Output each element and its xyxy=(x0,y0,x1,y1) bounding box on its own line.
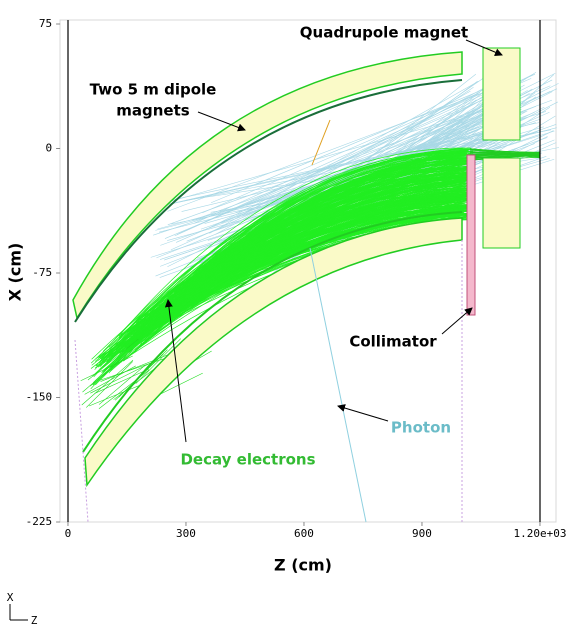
electron-track xyxy=(202,211,464,290)
arrow xyxy=(164,299,187,443)
beam-pipe xyxy=(82,211,463,453)
electron-track xyxy=(102,204,466,373)
electron-track xyxy=(156,168,471,315)
annotation: Two 5 m dipole xyxy=(90,81,217,99)
electron-track xyxy=(98,365,146,405)
electron-track xyxy=(176,206,468,291)
y-tick-label: -150 xyxy=(26,391,53,404)
electron-track xyxy=(216,158,466,261)
photon-track xyxy=(171,132,491,205)
annotation: Photon xyxy=(391,419,451,437)
x-tick-label: 0 xyxy=(65,527,72,540)
electron-track xyxy=(90,343,143,387)
electron-track xyxy=(214,160,472,260)
electron-track xyxy=(91,152,471,360)
photon-track xyxy=(194,87,495,224)
photon-track xyxy=(167,100,511,226)
annotation: magnets xyxy=(116,102,190,120)
x-tick-label: 1.20e+03 xyxy=(513,527,566,540)
electron-track xyxy=(214,180,469,265)
electron-track xyxy=(109,185,472,366)
electron-track xyxy=(469,148,541,158)
photon-track xyxy=(235,108,522,214)
electron-track xyxy=(111,179,467,353)
annotation: Decay electrons xyxy=(180,451,315,469)
photon-track xyxy=(175,108,480,243)
electron-track xyxy=(94,368,149,394)
electron-track xyxy=(164,215,470,320)
y-tick-label: 75 xyxy=(39,17,52,30)
electron-track xyxy=(203,187,468,293)
electron-track xyxy=(149,156,469,312)
x-axis-label: Z (cm) xyxy=(274,556,332,575)
arrow xyxy=(197,111,246,132)
collimator xyxy=(466,154,476,316)
photon-track xyxy=(209,93,477,229)
icon-label: Z xyxy=(31,614,38,627)
axes-icon: X Z xyxy=(7,591,38,627)
electron-track xyxy=(114,153,468,353)
annotation: Collimator xyxy=(349,333,437,351)
electron-track xyxy=(219,148,473,277)
electron-track xyxy=(160,182,469,304)
electron-track xyxy=(162,150,474,324)
electron-track xyxy=(86,361,133,408)
electron-track xyxy=(81,359,134,406)
x-tick-label: 600 xyxy=(294,527,314,540)
electron-track xyxy=(469,154,541,157)
x-tick-label: 900 xyxy=(412,527,432,540)
arrow xyxy=(441,307,473,335)
electron-track xyxy=(87,338,139,381)
annotation: Quadrupole magnet xyxy=(300,24,468,42)
electron-track xyxy=(99,212,464,364)
electron-track xyxy=(195,208,467,280)
electron-track xyxy=(206,159,469,269)
electron-track xyxy=(82,348,133,393)
icon-label: X xyxy=(7,591,14,604)
electron-track xyxy=(469,152,541,157)
arrow xyxy=(465,39,503,56)
y-axis-label: X (cm) xyxy=(6,243,25,302)
x-tick-label: 300 xyxy=(176,527,196,540)
y-tick-label: -225 xyxy=(26,515,53,528)
electron-track xyxy=(80,355,133,382)
y-tick-label: 0 xyxy=(45,142,52,155)
tracks xyxy=(80,72,560,409)
annotations: Quadrupole magnet Two 5 m dipole magnets… xyxy=(90,24,503,469)
quadrupole xyxy=(482,157,521,249)
quadrupole xyxy=(482,47,521,141)
electron-track xyxy=(184,176,467,286)
photon-track xyxy=(150,127,506,209)
electron-track xyxy=(99,195,467,359)
photon-track xyxy=(164,102,492,239)
track xyxy=(74,339,89,523)
electron-track xyxy=(99,357,168,381)
electron-track xyxy=(135,338,182,384)
plot-frame xyxy=(59,19,557,523)
electron-track xyxy=(199,209,469,289)
detector-geometry xyxy=(67,20,541,523)
photon-track xyxy=(309,247,367,523)
electron-track xyxy=(84,365,136,395)
electron-track xyxy=(152,147,470,324)
dipole-magnet xyxy=(72,51,463,320)
track xyxy=(311,119,331,166)
electron-track xyxy=(118,147,471,337)
beam-pipe xyxy=(74,79,463,323)
photon-track xyxy=(210,84,495,204)
photon-track xyxy=(180,78,532,234)
photon-track xyxy=(162,106,500,205)
electron-track xyxy=(90,358,159,394)
electron-track xyxy=(173,148,468,300)
arrow xyxy=(337,404,389,422)
y-tick-label: -75 xyxy=(32,266,52,279)
